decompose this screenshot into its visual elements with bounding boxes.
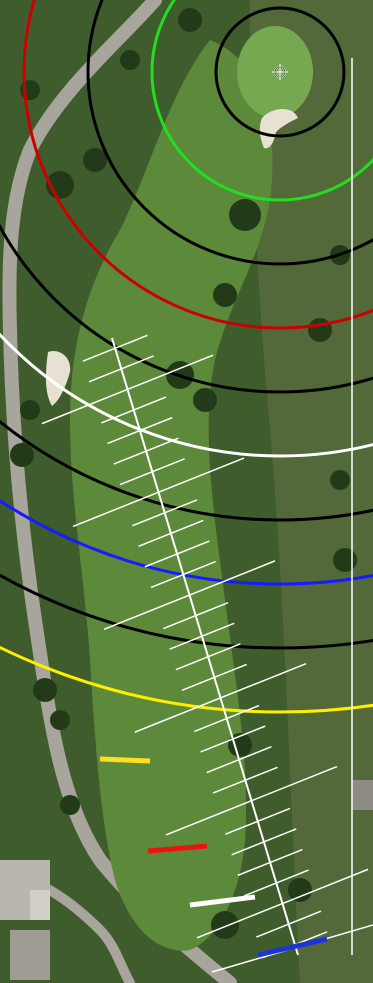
yardage-tick [181,663,247,691]
tee-marker-blue[interactable] [257,936,328,958]
center-line [41,334,369,959]
center-line-spine [111,337,299,956]
yardage-tick [144,540,210,568]
distance-arc-blue [0,498,373,586]
yardage-tick [196,868,369,939]
yardage-tick [200,725,266,753]
crosshair-icon[interactable] [272,64,288,80]
distance-arc-black [0,419,373,522]
tee-marker-yellow[interactable] [99,756,151,764]
cart-path [2,0,237,983]
yardage-tick [165,765,338,836]
yardage-tick [103,560,276,630]
yardage-tick [119,458,185,486]
yardage-tick [113,437,179,465]
yardage-tick [243,869,309,897]
buildings [0,780,373,980]
tee-marker-red[interactable] [147,843,208,854]
yardage-tick [72,457,245,528]
yardage-tick [169,622,235,650]
yardage-tick [194,704,260,733]
yardage-tick [134,663,307,733]
distance-arc-yellow [0,645,373,714]
yardage-tick [138,519,204,547]
yardage-tick [256,910,322,938]
distance-arc-white [0,332,373,458]
fairway [70,40,273,951]
tee-marker-white[interactable] [189,894,256,908]
yardage-tick [132,499,198,527]
distance-arc-black [0,573,373,650]
yardage-tick [237,848,303,877]
distance-arcs [0,0,373,714]
yardage-tick [82,334,148,362]
distance-arc-green [150,0,373,202]
yardage-tick [88,355,154,383]
yardage-tick [206,746,272,774]
yardage-tick [175,643,241,671]
yardage-tick [225,807,291,835]
distance-arc-black [86,0,373,266]
yardage-tick [101,396,167,424]
yardage-tick [163,602,229,630]
yardage-tick [231,828,297,856]
greenside-bunker [259,108,298,149]
distance-arc-red [22,0,373,330]
yardage-tick [212,766,278,794]
distance-arc-black [214,6,346,138]
yardage-tick [41,354,214,425]
tee-markers [99,756,328,958]
yardage-tick [150,560,216,589]
yardage-tick [107,416,173,445]
distance-arc-black [0,223,373,394]
fairway-bunker [45,350,71,406]
